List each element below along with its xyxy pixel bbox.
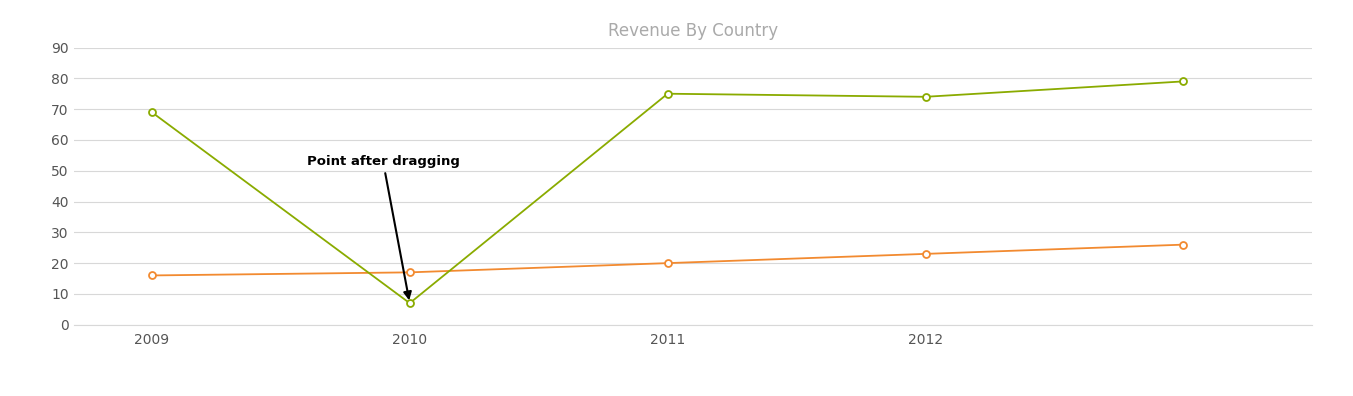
- Title: Revenue By Country: Revenue By Country: [609, 23, 778, 40]
- Text: Point after dragging: Point after dragging: [307, 155, 460, 298]
